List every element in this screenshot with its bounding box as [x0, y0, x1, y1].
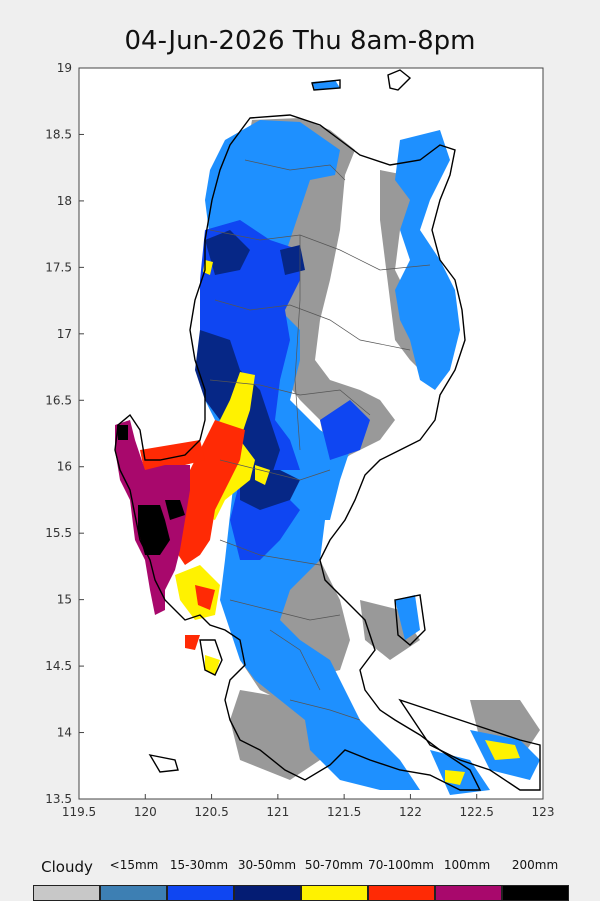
yellow-rain-region: [485, 740, 520, 760]
x-tick-label: 121.5: [327, 805, 361, 819]
rain-regions: [115, 80, 540, 795]
legend-label: 100mm: [443, 858, 491, 872]
island-coastline: [311, 79, 341, 91]
legend-swatch-lt15: [100, 885, 167, 901]
y-tick-label: 18: [57, 194, 72, 208]
heavy-rain-region: [280, 245, 305, 275]
y-tick-label: 17.5: [45, 260, 72, 274]
map-title: 04-Jun-2026 Thu 8am-8pm: [124, 26, 476, 56]
x-tick-label: 122: [399, 805, 422, 819]
province-boundaries: [209, 159, 431, 721]
heavy-rain-region: [205, 230, 250, 275]
y-tick-label: 16.5: [45, 393, 72, 407]
yellow-rain-region: [445, 770, 465, 785]
legend-label: 30-50mm: [237, 858, 297, 872]
legend-label: 15-30mm: [169, 858, 229, 872]
x-tick-label: 121: [266, 805, 289, 819]
legend-label: 70-100mm: [368, 858, 434, 872]
x-tick-label: 119.5: [62, 805, 96, 819]
legend-swatch-30-50: [234, 885, 301, 901]
peninsula-coastline: [398, 698, 541, 791]
extreme-rain-region: [117, 425, 128, 440]
red-rain-region: [195, 585, 215, 610]
y-tick-label: 15.5: [45, 526, 72, 540]
legend-swatch-15-30: [167, 885, 234, 901]
x-tick-label: 122.5: [460, 805, 494, 819]
legend-swatch-cloudy: [33, 885, 100, 901]
x-tick-label: 120: [134, 805, 157, 819]
y-tick-label: 18.5: [45, 127, 72, 141]
legend-label: 50-70mm: [304, 858, 364, 872]
moderate-rain-region: [320, 400, 370, 460]
x-tick-label: 123: [532, 805, 555, 819]
y-tick-label: 14.5: [45, 659, 72, 673]
extreme-rain-region: [165, 500, 185, 520]
y-tick-label: 19: [57, 61, 72, 75]
light-rain-region: [395, 130, 460, 390]
y-tick-label: 17: [57, 327, 72, 341]
legend-label: 200mm: [511, 858, 559, 872]
red-rain-region: [185, 635, 200, 650]
extreme-rain-region: [138, 505, 170, 555]
legend-label: Cloudy: [41, 858, 93, 876]
cloudy-region: [380, 170, 440, 380]
island-coastline: [394, 594, 426, 646]
y-tick-label: 16: [57, 460, 72, 474]
legend-swatch-200: [502, 885, 569, 901]
yellow-rain-region: [205, 655, 220, 675]
y-tick-label: 15: [57, 593, 72, 607]
y-tick-label: 14: [57, 726, 72, 740]
cloudy-region: [360, 600, 420, 660]
axis-ticks: 119.5 120 120.5 121 121.5 122 122.5 123 19 18.5 18…: [45, 61, 554, 819]
y-tick-label: 13.5: [45, 792, 72, 806]
legend-swatch-100: [435, 885, 502, 901]
luzon-coastline: [114, 114, 482, 791]
light-rain-region: [395, 595, 420, 640]
island-coastline: [148, 754, 179, 773]
island-coastline: [387, 69, 412, 91]
legend-label: <15mm: [109, 858, 159, 872]
legend-swatch-70-100: [368, 885, 435, 901]
legend-swatch-50-70: [301, 885, 368, 901]
red-rain-region: [175, 420, 245, 565]
x-tick-label: 120.5: [194, 805, 228, 819]
coastline: [114, 69, 541, 791]
island-coastline: [199, 639, 223, 676]
